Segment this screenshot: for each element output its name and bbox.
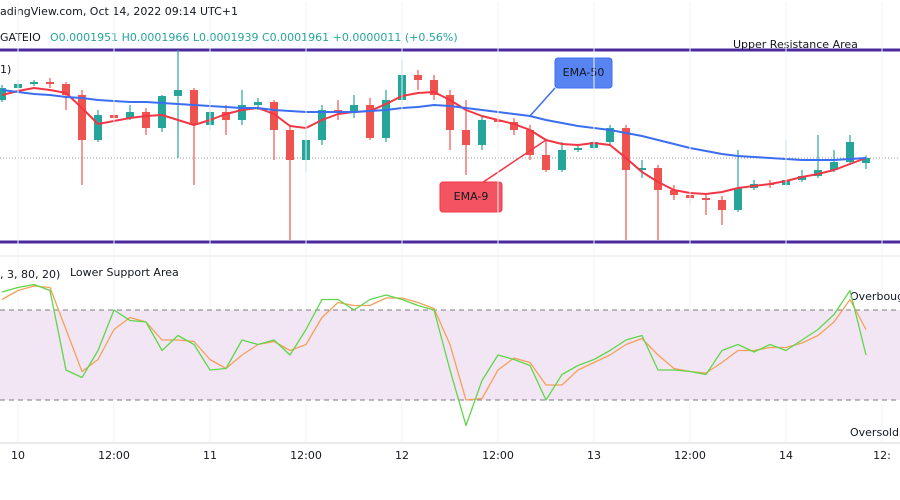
candle-body [94, 115, 102, 140]
candle-body [862, 158, 870, 163]
stochastic-label: , 3, 80, 20) [0, 268, 60, 281]
level-label: Upper Resistance Area [733, 38, 858, 51]
candle-body [638, 168, 646, 170]
legend-label: EMA-9 [454, 190, 489, 203]
candle-body [830, 162, 838, 170]
candle-body [606, 128, 614, 142]
candle-body [622, 128, 630, 170]
x-tick-label: 12:00 [674, 449, 706, 462]
candle-body [510, 122, 518, 130]
candle-body [222, 112, 230, 120]
candle-body [78, 95, 86, 140]
candle-body [718, 200, 726, 210]
candle-body [30, 82, 38, 84]
candle-body [558, 150, 566, 170]
symbol: GATEIO [0, 31, 41, 44]
candle-body [478, 120, 486, 145]
x-tick-label: 12: [873, 449, 891, 462]
candle-body [270, 102, 278, 130]
candle-body [190, 90, 198, 125]
level-label: Lower Support Area [70, 266, 179, 279]
candle-body [734, 188, 742, 210]
indicator-label: 1) [0, 63, 11, 76]
candle-body [846, 142, 854, 162]
x-tick-label: 13 [587, 449, 601, 462]
header-title: adingView.com, Oct 14, 2022 09:14 UTC+1 [0, 5, 238, 18]
x-tick-label: 12 [395, 449, 409, 462]
x-tick-label: 11 [203, 449, 217, 462]
x-tick-label: 14 [779, 449, 793, 462]
indicator-line [1, 87, 867, 195]
candle-body [350, 105, 358, 112]
candle-body [462, 130, 470, 145]
candle-body [446, 95, 454, 130]
candle-body [526, 130, 534, 155]
candle-body [366, 105, 374, 138]
callout-box [554, 57, 613, 89]
callout-pointer [529, 87, 556, 117]
x-tick-label: 12:00 [98, 449, 130, 462]
candle-body [670, 190, 678, 195]
candle-body [542, 155, 550, 170]
candle-body [414, 75, 422, 80]
indicator-line [1, 283, 867, 427]
candle-body [254, 102, 262, 105]
candle-body [126, 112, 134, 118]
candle-body [318, 110, 326, 140]
candle-body [382, 100, 390, 138]
candle-body [174, 90, 182, 96]
indicator-line [1, 89, 867, 161]
candle-body [238, 105, 246, 120]
candle-body [46, 82, 54, 84]
callout-box [439, 181, 503, 213]
level-band [0, 310, 900, 400]
x-tick-label: 12:00 [482, 449, 514, 462]
legend-label: EMA-50 [563, 66, 605, 79]
candle-body [62, 84, 70, 95]
callout-pointer [482, 139, 547, 183]
candle-body [430, 80, 438, 95]
candle-body [654, 168, 662, 190]
candle-body [286, 130, 294, 160]
candle-body [574, 148, 582, 150]
candle-body [158, 96, 166, 128]
x-tick-label: 12:00 [290, 449, 322, 462]
level-label: Oversold [850, 426, 899, 439]
candle-body [702, 198, 710, 200]
candle-body [142, 112, 150, 128]
level-label: Overboug [850, 290, 900, 303]
x-tick-label: 10 [11, 449, 25, 462]
ohlc-text: O0.0001951 H0.0001966 L0.0001939 C0.0001… [50, 31, 458, 44]
